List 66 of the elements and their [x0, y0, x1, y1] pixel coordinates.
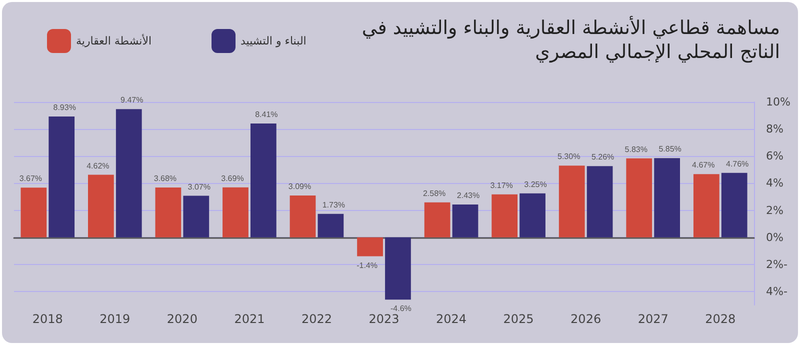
- y-tick-label: 4%: [766, 176, 784, 190]
- x-tick-label: 2019: [100, 312, 130, 326]
- data-label: 5.83%: [624, 144, 648, 154]
- legend-label: الأنشطة العقارية: [76, 34, 152, 48]
- x-tick-label: 2022: [301, 312, 332, 326]
- bar: [357, 237, 383, 256]
- data-label: 3.67%: [19, 174, 42, 184]
- chart-title: مساهمة قطاعي الأنشطة العقارية والبناء والتشييد في الناتج المحلي الإجمالي المصري: [360, 16, 780, 64]
- data-label: 8.41%: [255, 110, 278, 120]
- y-tick-label: 4%-: [766, 284, 788, 298]
- bar: [520, 193, 546, 238]
- x-tick-label: 2025: [503, 312, 534, 326]
- data-label: 4.62%: [86, 161, 110, 170]
- bar: [48, 116, 75, 238]
- data-label: 2.58%: [422, 188, 446, 198]
- bar: [626, 158, 652, 238]
- x-tick-label: 2027: [638, 312, 668, 326]
- data-label: -1.4%: [356, 260, 378, 270]
- data-label: 3.69%: [221, 174, 244, 183]
- y-tick-label: 10%: [766, 96, 790, 108]
- bar: [222, 187, 248, 238]
- bar: [250, 124, 276, 238]
- bar: [492, 194, 518, 238]
- data-label: -4.6%: [390, 304, 412, 314]
- data-label: 5.26%: [591, 152, 614, 162]
- data-label: 2.43%: [456, 190, 480, 200]
- data-label: 1.73%: [322, 200, 346, 210]
- bar: [318, 214, 344, 238]
- y-tick-label: 0%: [766, 230, 784, 244]
- data-label: 3.25%: [524, 180, 547, 189]
- data-label: 8.93%: [53, 102, 76, 112]
- x-tick-label: 2026: [570, 312, 602, 326]
- bar: [116, 109, 142, 238]
- bar: [452, 204, 478, 238]
- y-tick-label: 6%: [766, 150, 784, 163]
- y-tick-label: 8%: [766, 122, 784, 136]
- bar: [654, 158, 680, 238]
- data-label: 5.85%: [658, 144, 682, 154]
- bar: [290, 196, 316, 238]
- data-label: 3.09%: [288, 182, 312, 192]
- data-label: 3.17%: [490, 180, 513, 190]
- y-tick-label: 2%: [766, 204, 784, 217]
- bar: [424, 202, 450, 238]
- bar: [693, 174, 720, 238]
- x-tick-label: 2021: [234, 312, 265, 326]
- data-label: 9.47%: [120, 96, 144, 105]
- x-tick-label: 2023: [368, 312, 400, 326]
- bar: [385, 237, 411, 300]
- bar: [586, 166, 613, 238]
- data-label: 3.68%: [154, 174, 177, 184]
- data-label: 4.67%: [692, 160, 715, 170]
- bar: [721, 172, 748, 238]
- data-label: 3.07%: [188, 182, 210, 192]
- bar: [88, 174, 114, 238]
- bar: [20, 188, 47, 238]
- x-tick-label: 2024: [436, 312, 467, 326]
- data-label: 5.30%: [558, 152, 580, 162]
- bar: [155, 188, 182, 238]
- legend-label: البناء و التشييد: [240, 34, 306, 48]
- bar: [183, 196, 210, 238]
- bar: [558, 166, 585, 238]
- x-tick-label: 2020: [166, 312, 198, 326]
- data-label: 4.76%: [726, 159, 749, 168]
- x-tick-label: 2018: [32, 312, 63, 326]
- y-tick-label: 2%-: [766, 258, 788, 271]
- x-tick-label: 2028: [705, 312, 736, 326]
